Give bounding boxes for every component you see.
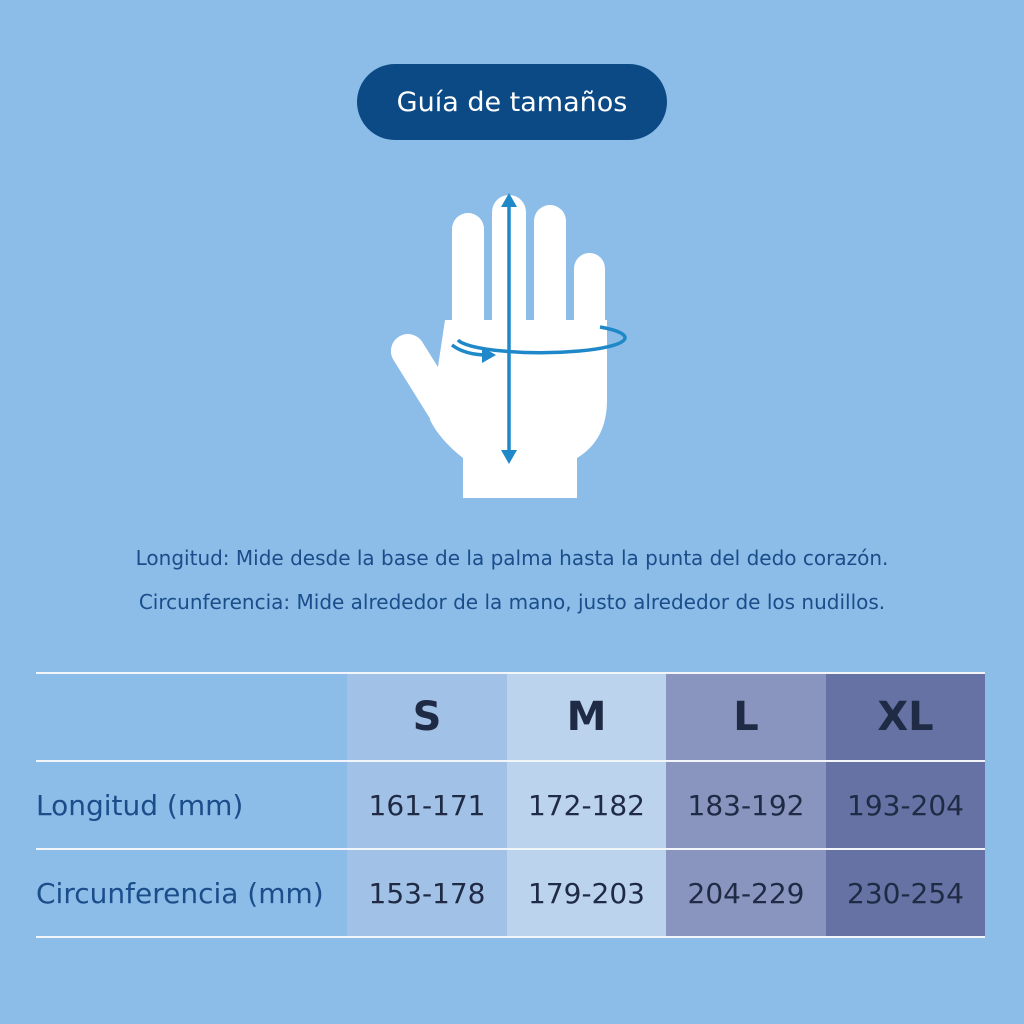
title: Guía de tamaños bbox=[357, 64, 667, 140]
cell: 204-229 bbox=[666, 848, 826, 938]
note: Longitud: Mide desde la base de la palma… bbox=[135, 546, 889, 570]
cell: 183-192 bbox=[666, 760, 826, 850]
row-label: Longitud (mm) bbox=[36, 760, 347, 850]
size-header: XL bbox=[826, 672, 985, 762]
row-label: Circunferencia (mm) bbox=[36, 848, 347, 938]
size-table: S M L XL Longitud (mm) 161-171 172-182 1… bbox=[36, 672, 985, 938]
size-header: M bbox=[507, 672, 666, 762]
cell: 230-254 bbox=[826, 848, 985, 938]
cell: 193-204 bbox=[826, 760, 985, 850]
size-header: S bbox=[347, 672, 507, 762]
note: Circunferencia: Mide alrededor de la man… bbox=[138, 590, 886, 614]
size-header: L bbox=[666, 672, 826, 762]
cell: 161-171 bbox=[347, 760, 507, 850]
header-row: S M L XL bbox=[36, 672, 985, 762]
cell: 179-203 bbox=[507, 848, 666, 938]
cell: 172-182 bbox=[507, 760, 666, 850]
row: Longitud (mm) 161-171 172-182 183-192 19… bbox=[36, 760, 985, 850]
hand-icon bbox=[390, 193, 627, 498]
header-cell bbox=[36, 672, 347, 762]
row: Circunferencia (mm) 153-178 179-203 204-… bbox=[36, 848, 985, 938]
cell: 153-178 bbox=[347, 848, 507, 938]
